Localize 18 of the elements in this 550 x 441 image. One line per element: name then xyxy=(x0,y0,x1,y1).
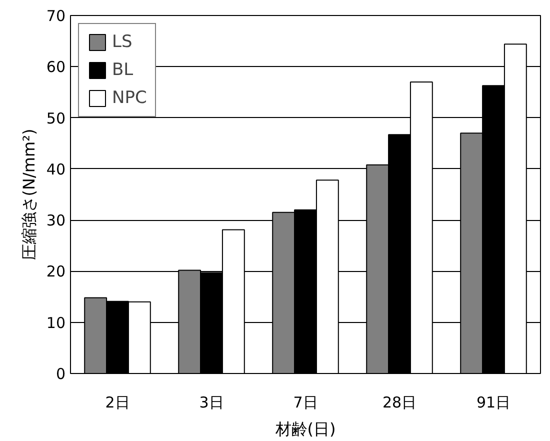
y-tick-label: 70 xyxy=(46,7,66,25)
x-tick-label: 28日 xyxy=(382,394,417,412)
y-tick-label: 0 xyxy=(56,365,66,383)
x-tick-label: 91日 xyxy=(476,394,511,412)
x-tick-label: 2日 xyxy=(105,394,130,412)
x-tick-label: 7日 xyxy=(293,394,318,412)
y-tick-label: 10 xyxy=(46,314,66,332)
x-tick-label: 3日 xyxy=(199,394,224,412)
y-tick-label: 60 xyxy=(46,58,66,76)
y-tick-label: 20 xyxy=(46,262,66,281)
legend-label: LS xyxy=(112,32,132,52)
y-tick-label: 40 xyxy=(46,160,66,178)
legend-label: NPC xyxy=(112,88,147,108)
x-axis-title: 材齢(日) xyxy=(274,420,336,438)
y-axis-title: 圧縮強さ(N/mm²) xyxy=(19,128,38,260)
legend-label: BL xyxy=(112,60,134,80)
y-tick-label: 50 xyxy=(46,109,66,128)
y-tick-label: 30 xyxy=(46,212,66,230)
